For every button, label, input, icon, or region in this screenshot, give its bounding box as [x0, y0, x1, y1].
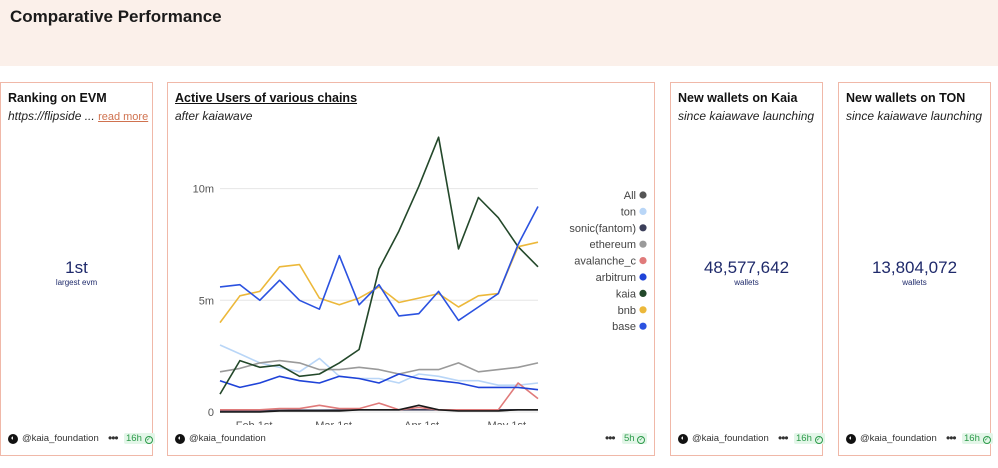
wallet-caption: wallets — [734, 278, 759, 287]
legend-swatch — [639, 289, 647, 297]
series-line-extra — [220, 404, 538, 413]
source-link-text: https://flipside ... — [8, 109, 95, 123]
card-subtitle: since kaiawave launching — [846, 109, 983, 123]
legend-swatch — [639, 207, 647, 215]
card-footer: ◐ @kaia_foundation ••• 16h ✓ — [8, 431, 155, 447]
author-handle[interactable]: @kaia_foundation — [692, 433, 769, 444]
card-footer: ◐ @kaia_foundation ••• 5h ✓ — [175, 431, 648, 447]
card-title[interactable]: Active Users of various chains — [175, 91, 358, 105]
legend-swatch — [639, 240, 647, 248]
ton-wallets-card: New wallets on TON since kaiawave launch… — [838, 82, 993, 456]
wallet-caption: wallets — [902, 278, 927, 287]
x-tick-label: Mar 1st — [315, 420, 352, 425]
series-line-ton — [219, 344, 539, 387]
series-line-bnb — [219, 241, 539, 324]
age-badge: 16h ✓ — [794, 433, 825, 444]
series-line-ethereum — [219, 359, 539, 375]
logo-icon: ◐ — [8, 434, 18, 444]
legend-label[interactable]: avalanche_c — [574, 256, 636, 268]
legend-swatch — [639, 257, 647, 265]
ranking-card: Ranking on EVM https://flipside ... read… — [0, 82, 155, 456]
age-text: 16h — [126, 433, 142, 444]
legend-label[interactable]: arbitrum — [596, 272, 636, 284]
more-dots-icon[interactable]: ••• — [605, 431, 616, 445]
x-tick-label: May 1st — [488, 420, 527, 425]
header-band — [0, 0, 998, 66]
series-line-avalanche-c — [220, 382, 539, 411]
card-subtitle: https://flipside ... read more — [8, 109, 148, 123]
check-circle-icon: ✓ — [144, 436, 153, 444]
check-circle-icon: ✓ — [637, 436, 646, 444]
x-tick-label: Feb 1st — [236, 420, 273, 425]
age-badge: 16h ✓ — [124, 433, 155, 444]
series-line-base — [219, 206, 539, 322]
rank-caption: largest evm — [55, 278, 98, 287]
card-subtitle: after kaiawave — [175, 109, 253, 123]
author-handle[interactable]: @kaia_foundation — [189, 433, 266, 444]
card-footer: ◐ @kaia_foundation ••• 16h ✓ — [846, 431, 993, 447]
series-line-arbitrum — [219, 373, 539, 391]
age-text: 16h — [796, 433, 812, 444]
check-circle-icon: ✓ — [814, 436, 823, 444]
legend-label[interactable]: kaia — [616, 288, 637, 300]
active-users-card: Active Users of various chains after kai… — [167, 82, 655, 456]
author-handle[interactable]: @kaia_foundation — [22, 433, 99, 444]
legend-swatch — [639, 322, 647, 330]
legend-swatch — [639, 191, 647, 199]
legend-label[interactable]: base — [612, 321, 636, 333]
card-title: New wallets on Kaia — [678, 91, 798, 105]
series-line-kaia — [219, 136, 539, 395]
page-title: Comparative Performance — [10, 7, 222, 26]
x-tick-label: Apr 1st — [404, 420, 439, 425]
y-tick-label: 10m — [193, 184, 214, 196]
wallet-count: 13,804,072 — [871, 258, 958, 277]
logo-icon: ◐ — [175, 434, 185, 444]
legend-label[interactable]: All — [624, 190, 636, 202]
logo-icon: ◐ — [678, 434, 688, 444]
y-tick-label: 0 — [208, 407, 214, 419]
card-footer: ◐ @kaia_foundation ••• 16h ✓ — [678, 431, 825, 447]
active-users-chart: 0 5m 10m Feb 1st Mar 1st Apr 1st May 1st All ton… — [193, 136, 647, 425]
age-badge: 16h ✓ — [962, 433, 993, 444]
legend-label[interactable]: ethereum — [590, 239, 636, 251]
legend-swatch — [639, 224, 647, 232]
card-subtitle: since kaiawave launching — [678, 109, 815, 123]
legend-label[interactable]: bnb — [618, 305, 636, 317]
check-circle-icon: ✓ — [982, 436, 991, 444]
legend-swatch — [639, 273, 647, 281]
age-text: 16h — [964, 433, 980, 444]
logo-icon: ◐ — [846, 434, 856, 444]
y-tick-label: 5m — [199, 295, 214, 307]
legend-swatch — [639, 306, 647, 314]
kaia-wallets-card: New wallets on Kaia since kaiawave launc… — [670, 82, 825, 456]
legend-label[interactable]: ton — [621, 206, 636, 218]
more-dots-icon[interactable]: ••• — [108, 431, 119, 445]
card-title: New wallets on TON — [846, 91, 966, 105]
more-dots-icon[interactable]: ••• — [778, 431, 789, 445]
age-badge: 5h ✓ — [622, 433, 648, 444]
more-dots-icon[interactable]: ••• — [946, 431, 957, 445]
read-more-link[interactable]: read more — [98, 111, 149, 123]
card-title: Ranking on EVM — [8, 91, 107, 105]
rank-value: 1st — [65, 258, 88, 277]
age-text: 5h — [624, 433, 635, 444]
author-handle[interactable]: @kaia_foundation — [860, 433, 937, 444]
wallet-count: 48,577,642 — [703, 258, 790, 277]
legend-label[interactable]: sonic(fantom) — [569, 223, 636, 235]
